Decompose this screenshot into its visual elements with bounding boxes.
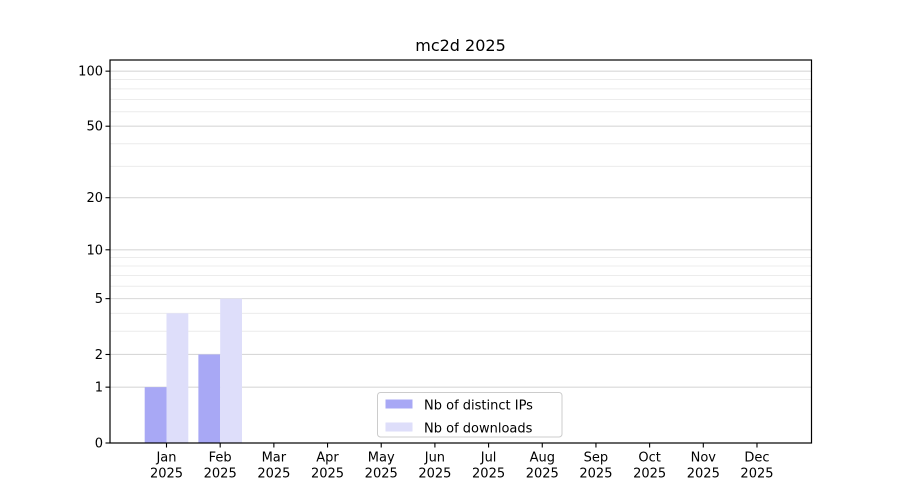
x-tick-label-month: Jan	[155, 451, 176, 466]
x-axis: Jan2025Feb2025Mar2025Apr2025May2025Jun20…	[150, 443, 774, 482]
legend-box	[377, 392, 563, 438]
x-tick-label-month: Jul	[480, 451, 497, 466]
x-tick-label-month: Jun	[424, 451, 445, 466]
legend-swatch-downloads-icon	[385, 422, 413, 432]
y-tick-label: 2	[95, 348, 103, 363]
bar-feb-downloads	[220, 298, 242, 443]
bar-feb-distinct-ips	[198, 354, 221, 443]
y-tick-label: 1	[95, 381, 103, 396]
x-tick-label-month: Feb	[209, 451, 232, 466]
x-tick-label-month: Apr	[316, 451, 339, 466]
x-tick-label-year: 2025	[579, 467, 612, 482]
x-tick-label-month: Nov	[691, 451, 717, 466]
y-tick-label: 100	[78, 65, 103, 80]
minor-gridlines	[110, 79, 812, 332]
bars-layer	[144, 298, 242, 443]
y-axis: 0 1 2 5 10 20 50 100	[78, 65, 110, 452]
x-tick-label-year: 2025	[150, 467, 183, 482]
legend-label-downloads: Nb of downloads	[424, 422, 533, 437]
x-tick-label-year: 2025	[740, 467, 773, 482]
major-gridlines	[110, 70, 812, 388]
x-tick-label-year: 2025	[472, 467, 505, 482]
bar-jan-distinct-ips	[144, 387, 167, 443]
y-tick-label: 50	[86, 120, 103, 135]
y-tick-label: 5	[95, 292, 103, 307]
x-tick-label-month: Oct	[638, 451, 660, 466]
x-tick-label-year: 2025	[204, 467, 237, 482]
bar-jan-downloads	[166, 313, 189, 443]
x-tick-label-year: 2025	[526, 467, 559, 482]
chart-title: mc2d 2025	[415, 36, 506, 55]
x-tick-label-month: Aug	[530, 451, 555, 466]
x-tick-label-year: 2025	[365, 467, 398, 482]
x-tick-label-year: 2025	[687, 467, 720, 482]
x-tick-label-month: May	[368, 451, 395, 466]
plot-border	[109, 59, 813, 444]
x-tick-label-month: Mar	[262, 451, 287, 466]
x-tick-label-month: Dec	[744, 451, 769, 466]
y-tick-label: 10	[86, 243, 103, 258]
x-tick-label-year: 2025	[418, 467, 451, 482]
x-tick-label-month: Sep	[584, 451, 609, 466]
x-tick-label-year: 2025	[633, 467, 666, 482]
legend-swatch-distinct-ips-icon	[385, 399, 413, 409]
legend-label-distinct-ips: Nb of distinct IPs	[424, 399, 533, 414]
x-tick-label-year: 2025	[257, 467, 290, 482]
x-tick-label-year: 2025	[311, 467, 344, 482]
y-tick-label: 0	[95, 437, 103, 452]
legend: Nb of distinct IPs Nb of downloads	[377, 392, 563, 438]
y-tick-label: 20	[86, 191, 103, 206]
